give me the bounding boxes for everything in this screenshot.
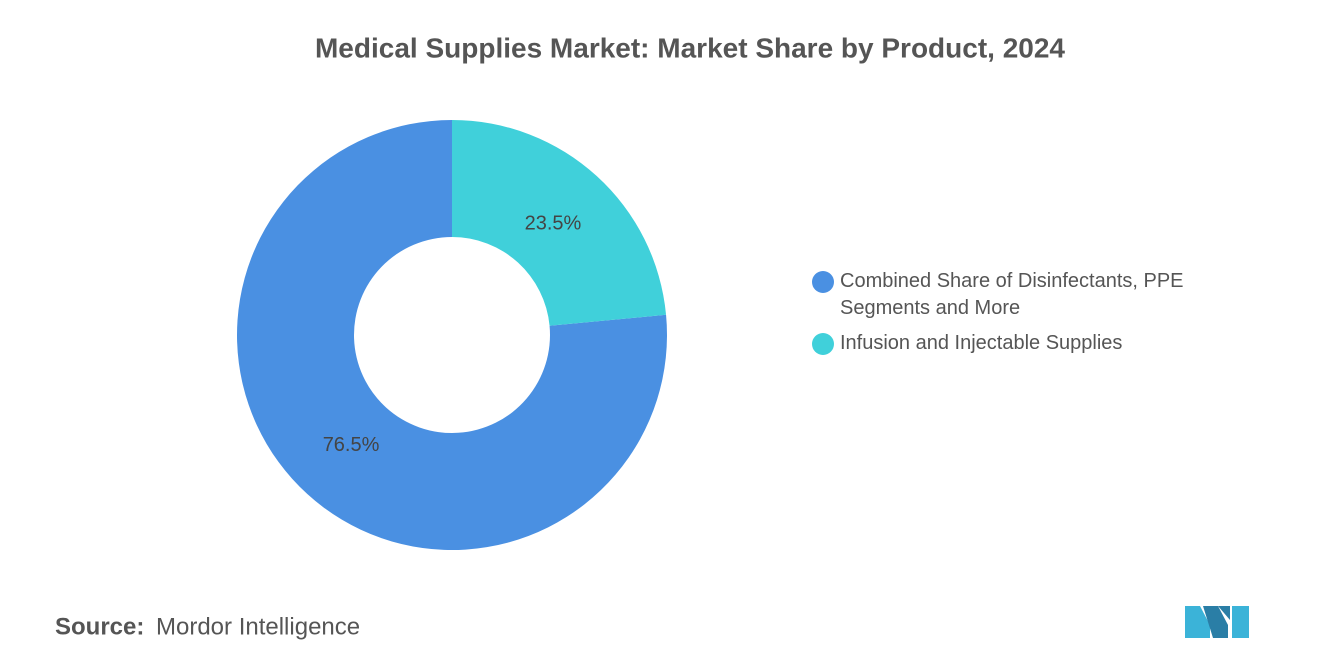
source-label: Source: (55, 613, 144, 640)
legend-item: Combined Share of Disinfectants, PPE Seg… (812, 268, 1242, 322)
legend-label: Infusion and Injectable Supplies (840, 332, 1123, 354)
chart-title: Medical Supplies Market: Market Share by… (315, 32, 1065, 63)
logo (1185, 606, 1249, 638)
legend: Combined Share of Disinfectants, PPE Seg… (812, 268, 1242, 365)
source: Mordor Intelligence (156, 613, 360, 640)
pie-slice (237, 120, 668, 550)
legend-item: Infusion and Injectable Supplies (812, 330, 1242, 357)
pie-slice (452, 120, 667, 326)
legend-label: Combined Share of Disinfectants, PPE Seg… (840, 270, 1184, 319)
legend-marker (812, 333, 834, 355)
legend-marker (812, 271, 834, 293)
value-label: 23.5% (525, 212, 582, 234)
value-label: 76.5% (323, 434, 380, 456)
